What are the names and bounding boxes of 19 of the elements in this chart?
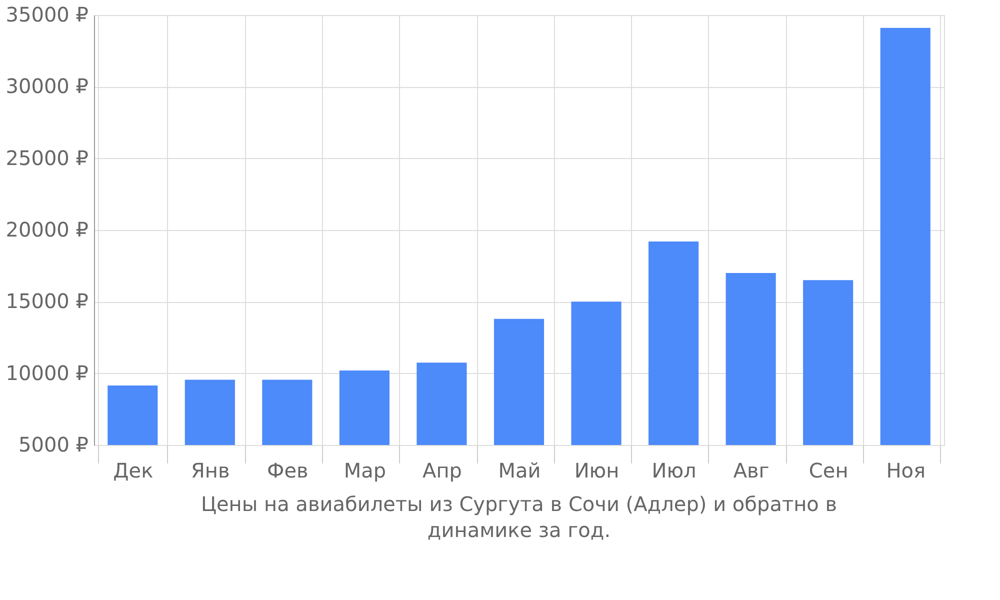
y-tick-label: 10000 ₽	[6, 360, 89, 385]
x-tick-label: Ноя	[886, 458, 926, 482]
y-tick-label: 20000 ₽	[6, 218, 89, 242]
text: Цены на авиабилеты из Сургута в Сочи (Адлер) и обратно в динамике за год.	[200, 492, 838, 542]
x-tick-label: Фев	[267, 458, 308, 482]
x-tick-label: Дек	[113, 458, 154, 482]
x-tick-label: Авг	[733, 458, 770, 482]
x-tick-label: Июн	[574, 458, 620, 482]
y-tick-label: 30000 ₽	[6, 74, 89, 98]
y-tick-label: 15000 ₽	[6, 289, 89, 314]
x-tick-label: Апр	[422, 458, 462, 482]
x-tick-label: Сен	[808, 458, 848, 482]
x-tick-label: Мар	[344, 458, 386, 482]
x-tick-label: Июл	[652, 458, 696, 482]
x-tick-label: Янв	[191, 458, 230, 482]
y-tick-label: 5000 ₽	[18, 432, 89, 456]
y-tick-label: 25000 ₽	[6, 146, 89, 170]
y-tick-label: 35000 ₽	[6, 2, 89, 26]
x-tick-label: Май	[498, 458, 541, 482]
